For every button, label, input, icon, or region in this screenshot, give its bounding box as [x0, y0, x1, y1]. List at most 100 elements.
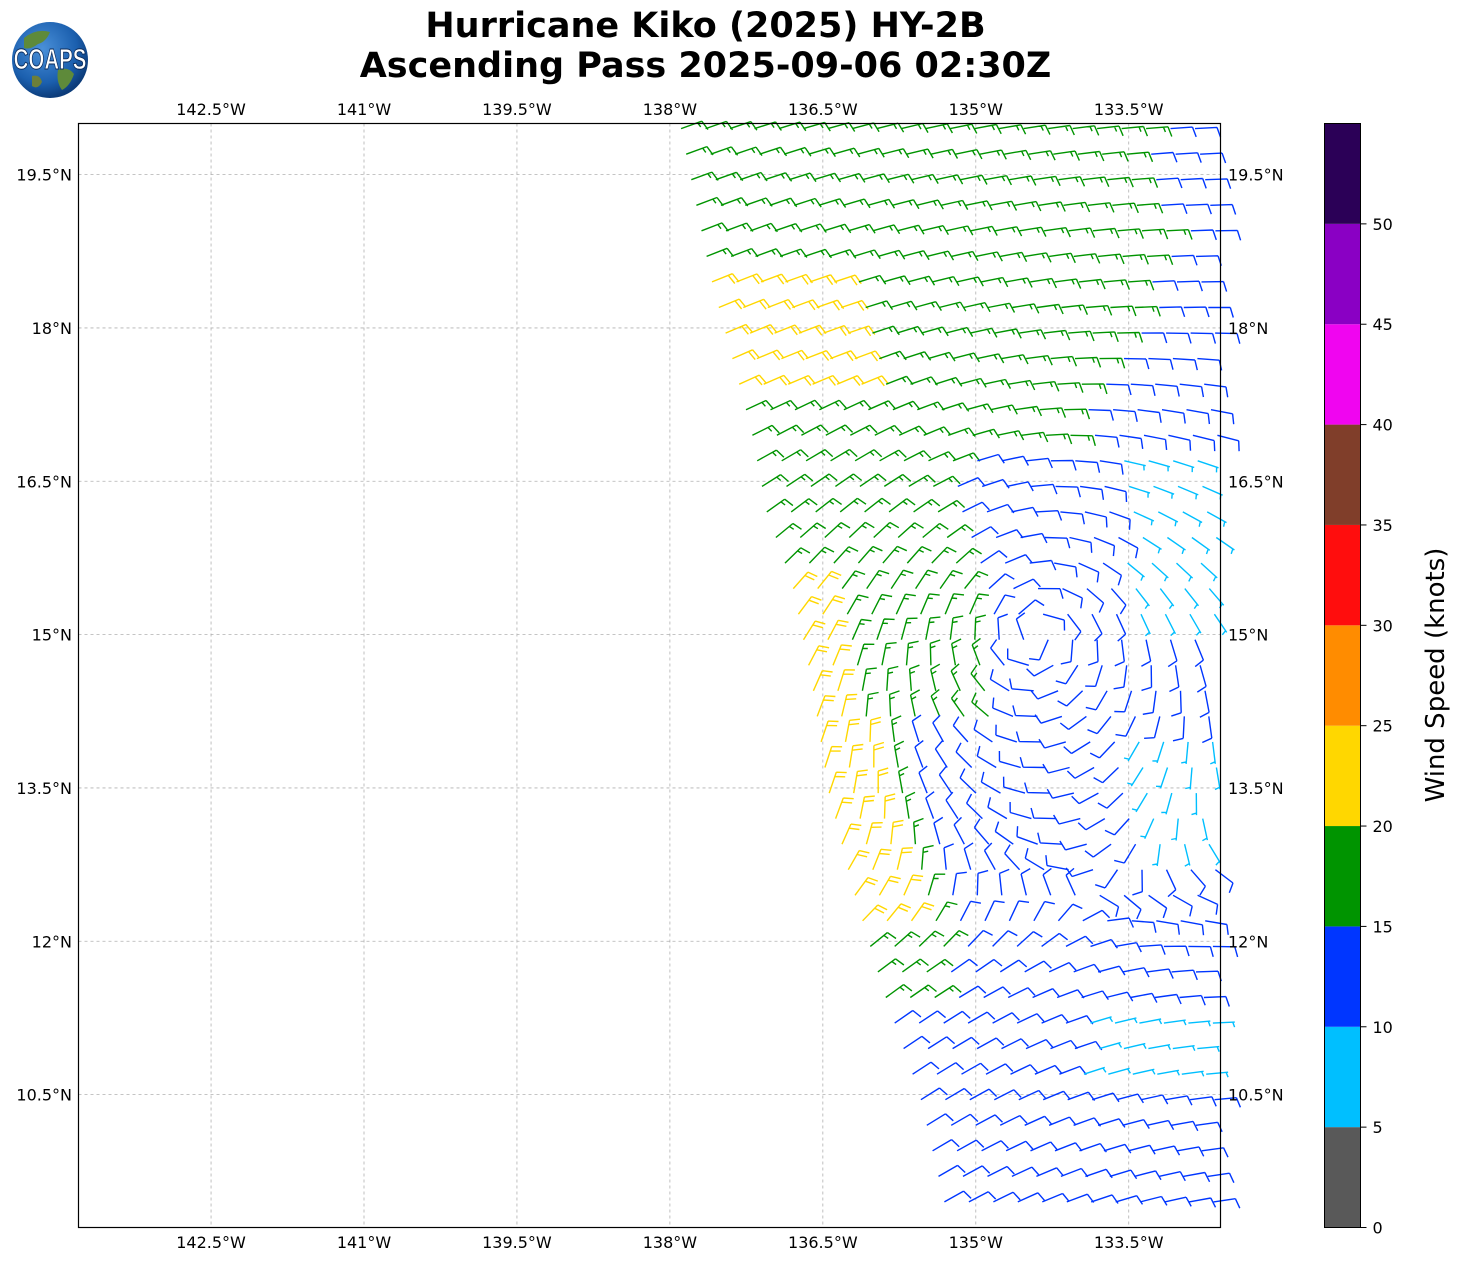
- wind-barb: [901, 958, 929, 973]
- wind-barb: [715, 171, 744, 182]
- wind-barb: [949, 615, 964, 640]
- wind-barb: [1004, 554, 1033, 564]
- wind-barb: [1008, 900, 1030, 922]
- wind-barb: [921, 326, 949, 337]
- wind-barb: [1163, 945, 1190, 957]
- wind-barb: [998, 750, 1021, 769]
- wind-barb: [920, 593, 940, 615]
- wind-barb: [1167, 536, 1186, 555]
- wind-barb: [995, 226, 1023, 237]
- wind-barb: [853, 249, 881, 260]
- wind-barb: [696, 196, 724, 207]
- wind-barb: [1050, 459, 1077, 471]
- wind-barb: [914, 301, 942, 311]
- wind-barb: [1204, 383, 1229, 398]
- wind-barb: [992, 697, 1014, 718]
- wind-barb: [865, 300, 894, 310]
- wind-barb: [1085, 305, 1113, 316]
- wind-barb: [918, 1010, 947, 1024]
- wind-barb: [792, 299, 820, 311]
- wind-barb: [885, 375, 914, 386]
- wind-barb: [1030, 807, 1056, 820]
- wind-barb: [1001, 455, 1030, 466]
- wind-barb: [1185, 767, 1193, 790]
- wind-barb: [996, 430, 1025, 441]
- wind-barb: [1043, 329, 1071, 341]
- wind-barb: [883, 793, 896, 819]
- wind-barb: [1068, 227, 1096, 238]
- wind-barb: [1099, 894, 1120, 917]
- wind-barb: [1015, 405, 1043, 417]
- wind-barb: [865, 691, 879, 717]
- wind-barb: [921, 844, 934, 870]
- wind-barb: [885, 984, 913, 999]
- wind-barb: [774, 324, 803, 336]
- wind-barb: [841, 823, 862, 845]
- wind-barb: [1011, 1166, 1040, 1178]
- wind-barb: [877, 958, 905, 973]
- wind-barb: [968, 1191, 997, 1203]
- wind-barb: [1137, 409, 1162, 423]
- wind-barb: [1170, 126, 1197, 138]
- lon-tick-label-top: 142.5°W: [176, 100, 246, 119]
- wind-barb: [834, 797, 854, 819]
- wind-barb: [761, 474, 789, 487]
- wind-barb: [938, 1164, 966, 1178]
- wind-barb: [1061, 304, 1089, 315]
- wind-barb: [1004, 149, 1032, 161]
- wind-barb: [809, 274, 838, 286]
- lon-tick-label-top: 141°W: [337, 100, 392, 119]
- wind-barb: [903, 450, 932, 462]
- wind-barb: [1215, 536, 1235, 555]
- wind-barb: [1203, 995, 1230, 1007]
- wind-barb: [1094, 869, 1119, 889]
- wind-barb: [1133, 511, 1155, 526]
- wind-barb: [1196, 665, 1207, 693]
- wind-barb: [1110, 305, 1137, 317]
- wind-barb: [730, 247, 759, 258]
- wind-barb: [999, 1114, 1028, 1126]
- wind-barb: [902, 250, 930, 261]
- wind-barb: [897, 224, 925, 235]
- wind-barb: [983, 986, 1011, 999]
- wind-barb: [1165, 1095, 1193, 1106]
- wind-barb: [1119, 434, 1144, 449]
- wind-barb: [1128, 279, 1155, 291]
- wind-barb: [1105, 991, 1134, 1002]
- wind-barb: [971, 692, 989, 717]
- wind-barb: [950, 958, 978, 973]
- wind-barb: [877, 249, 906, 260]
- wind-barb: [1059, 840, 1087, 851]
- wind-barb: [894, 931, 921, 947]
- wind-barb: [1172, 1045, 1196, 1051]
- wind-barb: [760, 273, 789, 285]
- wind-barb: [975, 1114, 1003, 1126]
- wind-barb: [932, 1138, 960, 1152]
- wind-barb: [1157, 1069, 1180, 1076]
- wind-barb: [1144, 716, 1161, 739]
- wind-barb: [930, 148, 959, 159]
- wind-barb: [1130, 992, 1158, 1003]
- wind-barb: [844, 718, 861, 743]
- wind-barb: [957, 477, 986, 488]
- wind-barb: [999, 959, 1028, 973]
- wind-barb: [1107, 917, 1135, 928]
- wind-barb: [926, 1113, 954, 1126]
- wind-barb: [1070, 434, 1096, 446]
- wind-barb: [959, 377, 987, 388]
- wind-barb: [914, 740, 924, 768]
- wind-barb: [1004, 844, 1021, 871]
- wind-barb: [1094, 434, 1120, 448]
- wind-barb: [775, 522, 802, 539]
- wind-barb: [895, 593, 916, 615]
- wind-barb: [1185, 203, 1212, 215]
- wind-barb: [846, 594, 869, 615]
- wind-barb: [943, 929, 969, 947]
- wind-barb: [790, 498, 818, 513]
- wind-barb: [912, 1061, 940, 1075]
- wind-barb: [1139, 944, 1166, 955]
- wind-barb: [1134, 305, 1161, 317]
- wind-barb: [1090, 1016, 1114, 1024]
- wind-barb: [1131, 177, 1159, 188]
